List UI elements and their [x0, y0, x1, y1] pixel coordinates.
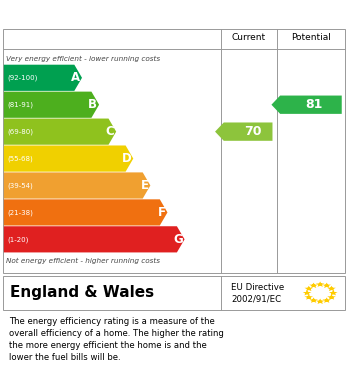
Polygon shape — [4, 145, 133, 172]
Text: A: A — [71, 71, 80, 84]
Polygon shape — [322, 283, 331, 288]
Text: C: C — [106, 125, 114, 138]
Polygon shape — [316, 282, 324, 287]
Polygon shape — [309, 298, 318, 303]
Text: 70: 70 — [245, 125, 262, 138]
Polygon shape — [4, 199, 167, 226]
Text: Very energy efficient - lower running costs: Very energy efficient - lower running co… — [6, 56, 160, 61]
Text: F: F — [158, 206, 166, 219]
Polygon shape — [215, 122, 272, 141]
Text: Current: Current — [232, 33, 266, 42]
Text: Not energy efficient - higher running costs: Not energy efficient - higher running co… — [6, 258, 160, 264]
Polygon shape — [304, 294, 313, 300]
Polygon shape — [4, 118, 116, 145]
Text: (55-68): (55-68) — [7, 155, 33, 162]
Text: (69-80): (69-80) — [7, 128, 33, 135]
Text: (81-91): (81-91) — [7, 101, 33, 108]
Polygon shape — [309, 283, 318, 288]
Text: B: B — [88, 98, 97, 111]
Text: (21-38): (21-38) — [7, 209, 33, 216]
Text: (92-100): (92-100) — [7, 75, 38, 81]
Text: The energy efficiency rating is a measure of the
overall efficiency of a home. T: The energy efficiency rating is a measur… — [9, 317, 223, 362]
Polygon shape — [303, 290, 311, 295]
Polygon shape — [4, 91, 99, 118]
Text: (1-20): (1-20) — [7, 236, 29, 242]
Text: 2002/91/EC: 2002/91/EC — [231, 295, 282, 304]
Polygon shape — [4, 226, 184, 253]
Text: E: E — [141, 179, 149, 192]
Text: 81: 81 — [306, 98, 323, 111]
Polygon shape — [304, 286, 313, 291]
Polygon shape — [271, 95, 342, 114]
Text: G: G — [173, 233, 183, 246]
Text: Potential: Potential — [291, 33, 331, 42]
Text: (39-54): (39-54) — [7, 182, 33, 189]
Text: D: D — [122, 152, 132, 165]
Text: England & Wales: England & Wales — [10, 285, 154, 300]
Polygon shape — [322, 298, 331, 303]
Polygon shape — [316, 299, 324, 304]
Polygon shape — [4, 65, 82, 91]
Polygon shape — [327, 286, 336, 291]
Text: EU Directive: EU Directive — [231, 283, 285, 292]
Polygon shape — [327, 294, 336, 300]
Polygon shape — [4, 172, 150, 199]
Text: Energy Efficiency Rating: Energy Efficiency Rating — [9, 6, 211, 21]
Polygon shape — [329, 290, 338, 295]
